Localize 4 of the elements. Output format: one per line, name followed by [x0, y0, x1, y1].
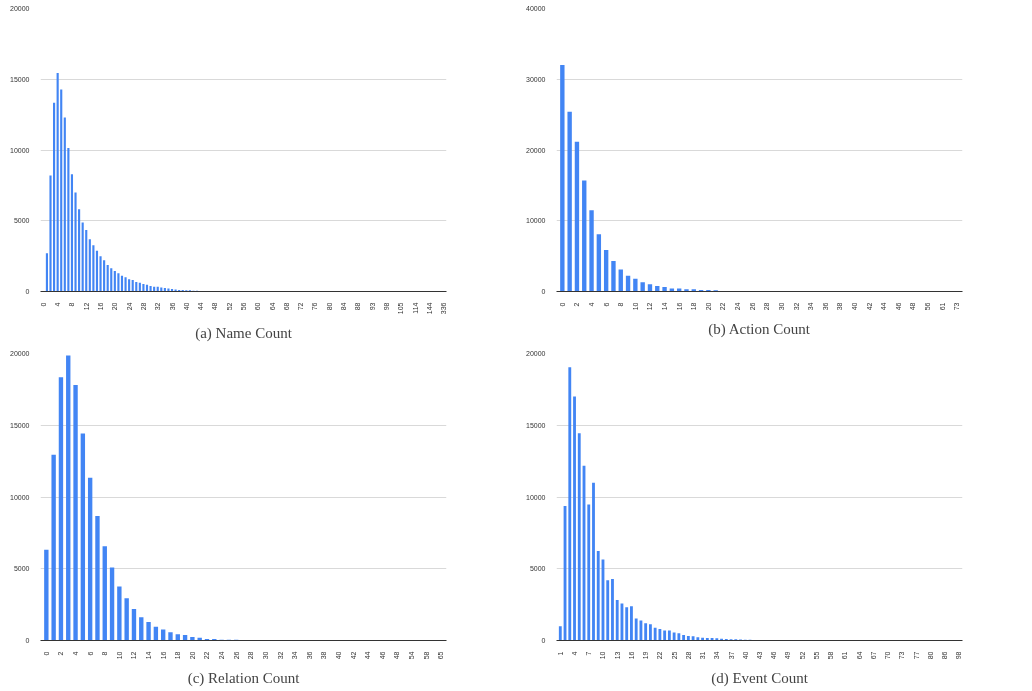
- text: (b) Action Count: [708, 320, 811, 338]
- text: (a) Name Count: [195, 324, 293, 342]
- text: (d) Event Count: [711, 669, 809, 687]
- text: (c) Relation Count: [187, 669, 301, 687]
